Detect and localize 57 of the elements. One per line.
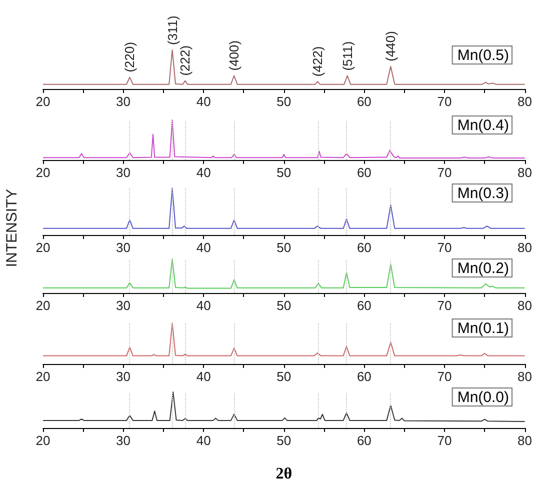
annotation: (311): [164, 16, 180, 45]
x-tick-label: 60: [356, 240, 372, 255]
x-tick-label: 40: [196, 433, 211, 448]
x-tick-label: 20: [36, 94, 50, 109]
x-tick-label: 60: [356, 298, 372, 313]
x-tick-label: 80: [518, 165, 532, 180]
x-tick-label: 20: [36, 369, 50, 384]
x-tick-label: 70: [437, 240, 452, 255]
series-label: Mn(0.5): [457, 47, 510, 64]
x-axis-title: 2θ: [276, 466, 292, 482]
x-tick-label: 50: [276, 240, 292, 255]
x-tick-label: 50: [276, 94, 292, 109]
y-axis-title: INTENSITY: [4, 188, 20, 268]
annotation: (511): [340, 41, 355, 71]
x-tick-label: 80: [518, 433, 532, 448]
x-tick-label: 50: [276, 298, 292, 313]
x-tick-label: 60: [356, 369, 372, 384]
x-tick-label: 70: [437, 433, 452, 448]
x-tick-label: 30: [116, 240, 131, 255]
x-tick-label: 70: [437, 94, 452, 109]
series-label: Mn(0.1): [457, 320, 510, 337]
x-tick-label: 40: [196, 240, 211, 255]
x-tick-label: 70: [437, 165, 452, 180]
x-tick-label: 80: [518, 240, 532, 255]
x-tick-label: 60: [356, 433, 372, 448]
x-tick-label: 50: [276, 433, 292, 448]
x-tick-label: 40: [196, 94, 211, 109]
series-label: Mn(0.4): [457, 117, 510, 134]
x-tick-label: 50: [276, 369, 292, 384]
x-tick-label: 30: [116, 369, 131, 384]
x-tick-label: 80: [518, 369, 532, 384]
x-tick-label: 40: [196, 369, 211, 384]
x-tick-label: 30: [116, 94, 131, 109]
x-tick-label: 30: [116, 433, 131, 448]
x-tick-label: 30: [116, 298, 131, 313]
series-label: Mn(0.2): [457, 260, 510, 277]
x-tick-label: 40: [196, 298, 211, 313]
x-tick-label: 20: [36, 433, 50, 448]
annotation: (220): [122, 42, 138, 72]
x-tick-label: 80: [518, 94, 532, 109]
x-tick-label: 60: [356, 165, 372, 180]
x-tick-label: 50: [276, 165, 292, 180]
x-tick-label: 20: [36, 298, 50, 313]
x-tick-label: 80: [518, 298, 532, 313]
annotation: (400): [226, 40, 242, 71]
annotation: (222): [178, 45, 193, 76]
x-tick-label: 70: [437, 369, 452, 384]
x-tick-label: 20: [36, 165, 50, 180]
series-label: Mn(0.3): [457, 185, 510, 202]
annotation: (440): [383, 31, 398, 62]
x-tick-label: 30: [116, 165, 131, 180]
x-tick-label: 60: [356, 94, 372, 109]
annotation: (422): [310, 46, 326, 77]
x-tick-label: 70: [437, 298, 452, 313]
series-label: Mn(0.0): [457, 389, 510, 406]
x-tick-label: 40: [196, 165, 211, 180]
x-tick-label: 20: [36, 240, 50, 255]
